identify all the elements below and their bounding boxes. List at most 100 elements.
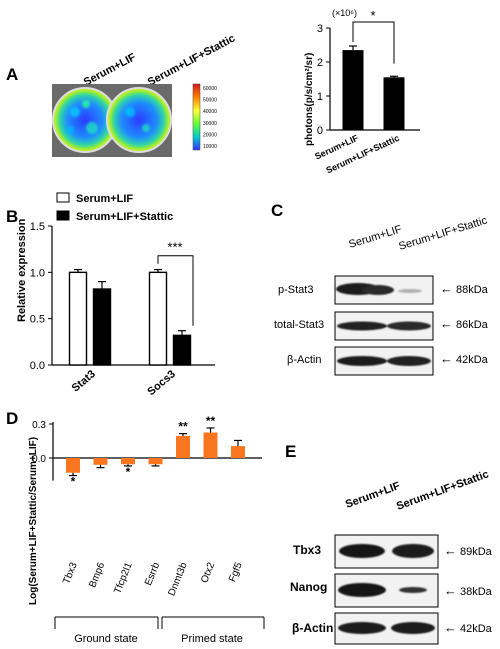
chart-d-significance: *: [126, 465, 131, 479]
chart-d-ylabel: Log(Serum+LIF+Stattic/Serum+LIF): [28, 437, 39, 605]
colorbar-tick-label: 30000: [203, 121, 217, 127]
image-label-treated: Serum+LIF+Stattic: [146, 32, 237, 88]
colorbar-tick-label: 60000: [203, 86, 217, 92]
chart-d-xtick-label: Esrrb: [143, 561, 162, 588]
chart-a-ylabel: photons(p/s/cm²/sr): [304, 53, 315, 146]
chart-d-significance: **: [206, 414, 216, 428]
significance-bracket: [157, 255, 194, 326]
chart-d-bar: [121, 458, 135, 465]
chart-d-bar: [66, 458, 80, 473]
arrow-icon: ←: [444, 543, 457, 558]
chart-d-xtick-label: Bmp6: [87, 561, 107, 590]
blot-e-row-label: Tbx3: [293, 543, 321, 557]
panel-e-letter: E: [285, 442, 296, 461]
panel-a-letter: A: [6, 65, 18, 84]
blot-c-column-1: Serum+LIF+Stattic: [397, 214, 489, 252]
well-control: [53, 88, 117, 152]
blot-c-row-label: β-Actin: [287, 354, 321, 366]
chart-b-bar: [172, 334, 192, 366]
chart-a-bar: [342, 50, 364, 130]
blot-c-column-0: Serum+LIF: [347, 223, 403, 251]
legend-b: Serum+LIF Serum+LIF+Stattic: [56, 192, 173, 223]
blot-e-row-0: Tbx3 ← 89kDa: [293, 534, 493, 569]
blot-c-row-label: p-Stat3: [278, 284, 313, 296]
chart-a-ytick-label: 1: [317, 91, 323, 103]
panel-b: B Serum+LIF Serum+LIF+Stattic Relative e…: [6, 192, 215, 398]
chart-d-significance: **: [178, 420, 188, 434]
blot-c-size: 86kDa: [456, 319, 489, 331]
chart-b-bar: [148, 271, 168, 366]
colorbar: 60000 50000 40000 30000 20000 10000: [192, 83, 217, 151]
blot-e-row-label: β-Actin: [292, 621, 333, 635]
legend-b-series-0: Serum+LIF: [76, 193, 133, 205]
blot-c-row-2: β-Actin ← 42kDa: [287, 346, 489, 376]
blot-c-row-label: total-Stat3: [274, 319, 324, 331]
significance-label: *: [370, 8, 375, 23]
arrow-icon: ←: [440, 316, 453, 331]
blot-e-row-label: Nanog: [290, 580, 327, 594]
chart-d-bar: [93, 458, 108, 465]
chart-a-xtick-label: Serum+LIF+Stattic: [325, 133, 401, 176]
chart-d-xtick-label: Otx2: [199, 561, 217, 585]
chart-b: Relative expression 0.0 0.5 1.0 1.5 Stat3 Soc…: [16, 218, 215, 398]
panel-e: E Serum+LIF Serum+LIF+Stattic Tbx3 ← 89k…: [285, 442, 493, 645]
chart-a: (×10⁶) photons(p/s/cm²/sr) 0 1 2 3 Serum+LIF…: [304, 8, 420, 175]
chart-b-xtick-label: Socs3: [145, 368, 178, 398]
colorbar-tick-label: 50000: [203, 98, 217, 104]
panel-d: D Log(Serum+LIF+Stattic/Serum+LIF) 0.3 0.…: [6, 409, 265, 645]
blot-c-size: 88kDa: [456, 284, 489, 296]
blot-e-size: 38kDa: [460, 586, 493, 598]
chart-a-ytick-label: 3: [317, 23, 323, 35]
chart-d-significance: *: [71, 475, 76, 489]
bioluminescence-image: [52, 84, 172, 157]
panel-a: A Serum+LIF Serum+LIF+Stattic: [6, 8, 420, 175]
blot-c-size: 42kDa: [456, 354, 489, 366]
chart-d-xtick-label: Tbx3: [61, 561, 80, 586]
group-label-primed: Primed state: [181, 633, 243, 645]
blot-e-size: 89kDa: [460, 546, 493, 558]
chart-a-bar: [383, 77, 405, 130]
chart-d-bar: [148, 458, 163, 465]
chart-b-ytick-label: 0.0: [30, 360, 45, 372]
chart-a-ytick-label: 0: [317, 125, 323, 137]
arrow-icon: ←: [444, 583, 457, 598]
chart-b-ytick-label: 1.0: [30, 267, 45, 279]
colorbar-tick-label: 40000: [203, 109, 217, 115]
significance-label: ***: [167, 240, 182, 255]
chart-d-xtick-label: Fgf5: [227, 561, 245, 584]
blot-e-row-2: β-Actin ← 42kDa: [292, 612, 493, 645]
chart-b-ytick-label: 1.5: [30, 221, 45, 233]
chart-b-xtick-label: Stat3: [70, 368, 98, 394]
panel-d-letter: D: [6, 409, 18, 428]
legend-b-series-1: Serum+LIF+Stattic: [76, 211, 173, 223]
well-treated: [107, 88, 171, 152]
image-label-control: Serum+LIF: [82, 51, 138, 89]
panel-c: C Serum+LIF Serum+LIF+Stattic p-Stat3 ← …: [271, 201, 489, 376]
blot-c-row-0: p-Stat3 ← 88kDa: [278, 275, 489, 305]
chart-d: Log(Serum+LIF+Stattic/Serum+LIF) 0.3 0.0 *…: [28, 414, 262, 605]
blot-e-column-1: Serum+LIF+Stattic: [395, 468, 490, 513]
chart-b-ylabel: Relative expression: [16, 218, 28, 322]
chart-b-ytick-label: 0.5: [30, 314, 45, 326]
group-brackets: Ground state Primed state: [54, 616, 265, 645]
chart-d-bar: [176, 435, 190, 458]
significance-bracket: [352, 21, 395, 64]
chart-d-ytick-label: 0.3: [32, 420, 46, 431]
chart-d-xtick-label: Tfcp2l1: [112, 561, 135, 596]
blot-c-row-1: total-Stat3 ← 86kDa: [274, 311, 489, 341]
arrow-icon: ←: [440, 281, 453, 296]
chart-d-bar: [231, 446, 245, 458]
chart-a-ytick-label: 2: [317, 57, 323, 69]
blot-e-column-0: Serum+LIF: [344, 480, 402, 511]
arrow-icon: ←: [444, 620, 457, 635]
panel-b-letter: B: [6, 207, 18, 226]
colorbar-ticks: 60000 50000 40000 30000 20000 10000: [203, 86, 217, 150]
arrow-icon: ←: [440, 351, 453, 366]
blot-e-size: 42kDa: [460, 623, 493, 635]
blot-e-row-1: Nanog ← 38kDa: [290, 573, 493, 608]
colorbar-tick-label: 10000: [203, 144, 217, 150]
panel-c-letter: C: [271, 201, 283, 220]
chart-b-bar: [68, 271, 88, 366]
chart-a-unit: (×10⁶): [332, 8, 357, 18]
